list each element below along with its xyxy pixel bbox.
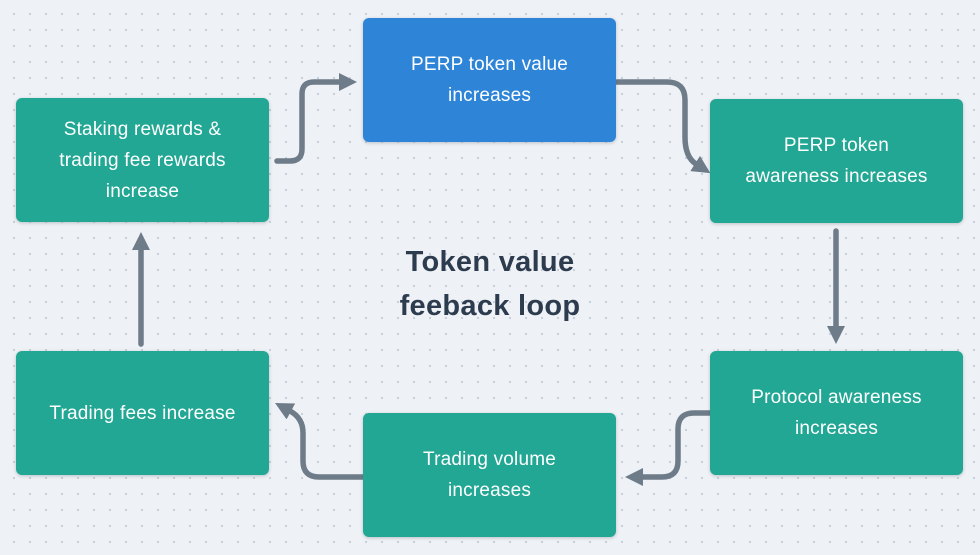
node-label-line: Trading fees increase — [49, 402, 236, 424]
title-line-1: Token value — [405, 246, 575, 278]
node-label-line: increases — [447, 480, 532, 501]
node-protocol-awareness[interactable]: Protocol awareness increases — [710, 351, 963, 475]
node-perp-token-value[interactable]: PERP token value increases — [363, 18, 616, 142]
node-label-line: Trading volume — [422, 449, 557, 470]
node-label-line: increase — [105, 180, 180, 202]
node-label-line: increases — [447, 85, 532, 106]
node-label-line: Protocol awareness — [751, 387, 922, 408]
node-label-line: trading fee rewards — [59, 149, 226, 171]
arrow-staking-to-perp-value — [274, 73, 357, 164]
node-label-line: Staking rewards & — [63, 118, 222, 140]
node-label-line: PERP token value — [410, 54, 569, 75]
node-trading-volume[interactable]: Trading volume increases — [363, 413, 616, 537]
node-label-line: increases — [794, 418, 879, 439]
node-label-line: PERP token — [783, 135, 890, 156]
node-perp-token-awareness[interactable]: PERP token awareness increases — [710, 99, 963, 223]
diagram-title: Token value feeback loop — [340, 240, 640, 328]
node-trading-fees[interactable]: Trading fees increase — [16, 351, 269, 475]
arrow-volume-to-fees — [275, 402, 366, 480]
arrow-perp-value-to-awareness — [614, 79, 711, 174]
title-line-2: feeback loop — [399, 290, 581, 322]
arrow-protocol-to-volume — [625, 410, 713, 486]
node-label-line: awareness increases — [745, 166, 928, 187]
node-staking-rewards[interactable]: Staking rewards & trading fee rewards in… — [16, 98, 269, 222]
